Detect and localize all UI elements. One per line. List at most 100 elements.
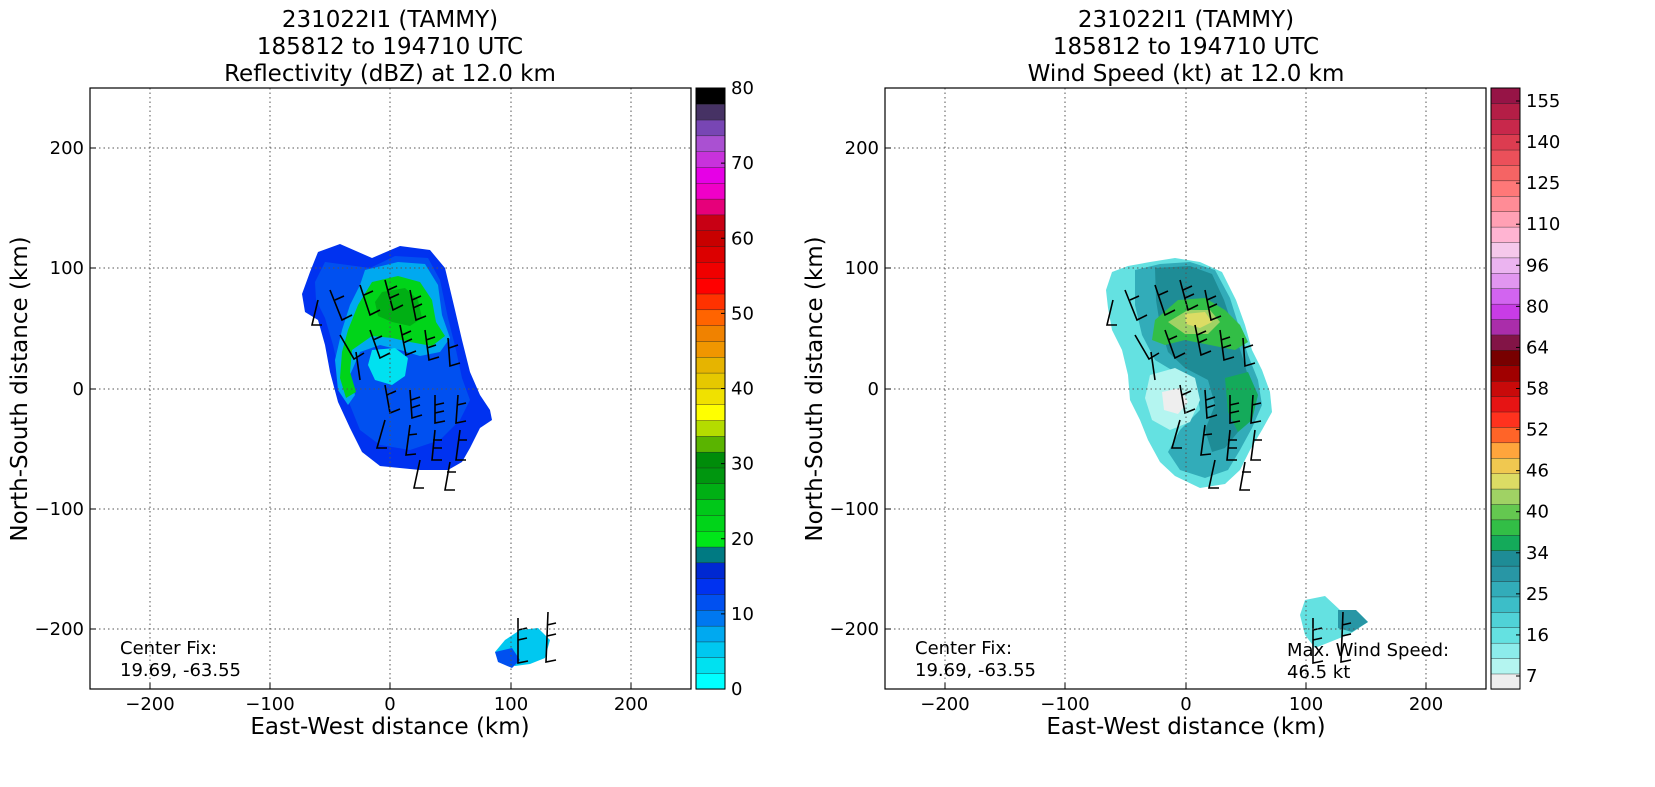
x-tick-label: 100 — [494, 694, 528, 715]
y-tick-label: −200 — [35, 619, 84, 640]
colorbar-swatch — [695, 119, 726, 137]
y-tick-label: 100 — [50, 258, 84, 279]
colorbar-swatch — [695, 388, 726, 405]
colorbar-tick-label: 70 — [731, 153, 754, 174]
x-tick-label: 200 — [1409, 694, 1443, 715]
y-tick-label: 200 — [50, 138, 84, 159]
colorbar-swatch — [695, 325, 726, 342]
colorbar-swatch — [1490, 272, 1521, 289]
colorbar-swatch — [1490, 349, 1521, 366]
colorbar-swatch — [695, 293, 726, 311]
colorbar-tick-label: 0 — [731, 679, 742, 700]
colorbar-swatch — [1490, 87, 1521, 105]
colorbar-swatch — [1490, 550, 1521, 567]
colorbar-swatch — [695, 182, 726, 200]
x-tick-labels-right: −200 −100 0 100 200 — [920, 694, 1443, 715]
colorbar-swatch — [695, 451, 726, 469]
colorbar-swatch — [1490, 226, 1521, 243]
ticks-right — [885, 147, 1427, 689]
colorbar-tick-label: 7 — [1526, 666, 1537, 687]
colorbar-swatch — [1490, 473, 1521, 490]
max-wind-value: 46.5 kt — [1287, 662, 1350, 683]
panel-reflectivity: 231022I1 (TAMMY) 185812 to 194710 UTC Re… — [7, 7, 754, 740]
wind-east-band — [1225, 372, 1258, 432]
colorbar-swatch — [695, 309, 726, 326]
center-fix-value-right: 19.69, -63.55 — [915, 660, 1036, 681]
wind-barbs-left — [310, 279, 557, 664]
colorbar-swatch — [695, 277, 726, 295]
title-line-2: 185812 to 194710 UTC — [257, 34, 523, 60]
grid-right — [885, 88, 1486, 689]
colorbar-swatch — [1490, 611, 1521, 628]
colorbar-swatch — [695, 657, 726, 674]
x-axis-label-left: East-West distance (km) — [250, 714, 529, 740]
colorbar-swatch — [695, 546, 726, 564]
wind-speed-field — [1105, 258, 1368, 664]
colorbar-tick-label: 52 — [1526, 420, 1549, 441]
colorbar-swatch — [1490, 334, 1521, 351]
colorbar-swatch — [1490, 596, 1521, 613]
colorbar-swatch — [695, 261, 726, 279]
colorbar-tick-label: 80 — [1526, 296, 1549, 317]
colorbar-swatch — [695, 514, 726, 532]
colorbar-swatch — [695, 103, 726, 121]
colorbar-swatch — [695, 214, 726, 231]
colorbar-swatch — [695, 641, 726, 658]
colorbar-swatch — [1490, 380, 1521, 397]
title-line-3: Reflectivity (dBZ) at 12.0 km — [224, 61, 556, 87]
colorbar-reflectivity: 0 10 20 30 40 50 60 70 80 — [695, 78, 754, 700]
panel-wind-speed: 231022I1 (TAMMY) 185812 to 194710 UTC Wi… — [802, 7, 1560, 740]
colorbar-tick-label: 64 — [1526, 337, 1549, 358]
colorbar-swatch — [695, 530, 726, 548]
x-tick-labels-left: −200 −100 0 100 200 — [125, 694, 648, 715]
colorbar-swatch — [1490, 488, 1521, 505]
title-line-1: 231022I1 (TAMMY) — [1078, 7, 1294, 33]
x-axis-label-right: East-West distance (km) — [1046, 714, 1325, 740]
colorbar-tick-label: 20 — [731, 529, 754, 550]
colorbar-swatch — [695, 245, 726, 263]
colorbar-tick-label: 40 — [731, 379, 754, 400]
colorbar-swatch — [1490, 365, 1521, 382]
colorbar-swatch — [695, 435, 726, 453]
ticks-left — [90, 147, 632, 689]
colorbar-swatch — [1490, 180, 1521, 197]
grid-left — [90, 88, 691, 689]
colorbar-swatch — [1490, 396, 1521, 413]
colorbar-tick-label: 96 — [1526, 255, 1549, 276]
title-line-1: 231022I1 (TAMMY) — [282, 7, 498, 33]
y-tick-label: 0 — [868, 379, 879, 400]
x-tick-label: 0 — [1180, 694, 1191, 715]
colorbar-tick-label: 34 — [1526, 543, 1549, 564]
y-tick-label: 200 — [845, 138, 879, 159]
colorbar-swatch — [1490, 211, 1521, 228]
echo-eye-cyan — [368, 348, 408, 385]
title-line-3: Wind Speed (kt) at 12.0 km — [1028, 61, 1345, 87]
colorbar-swatch — [1490, 118, 1521, 135]
colorbar-swatch — [1490, 134, 1521, 151]
colorbar-swatch — [695, 372, 726, 390]
max-wind-label: Max. Wind Speed: — [1287, 640, 1449, 661]
colorbar-swatch — [695, 467, 726, 484]
colorbar-swatch — [1490, 519, 1521, 536]
colorbar-swatch — [695, 672, 726, 690]
colorbar-swatch — [1490, 580, 1521, 598]
colorbar-swatch — [1490, 534, 1521, 551]
colorbar-swatch — [1490, 426, 1521, 444]
colorbar-tick-label: 58 — [1526, 379, 1549, 400]
center-fix-value-left: 19.69, -63.55 — [120, 660, 241, 681]
colorbar-swatch — [695, 166, 726, 184]
colorbar-swatch — [695, 340, 726, 358]
wind-south-core — [1338, 610, 1368, 632]
colorbar-swatch — [695, 499, 726, 516]
center-fix-label-left: Center Fix: — [120, 638, 217, 659]
colorbar-swatch — [695, 483, 726, 500]
colorbar-swatch — [1490, 627, 1521, 644]
colorbar-tick-label: 46 — [1526, 461, 1549, 482]
colorbar-tick-label: 50 — [731, 303, 754, 324]
colorbar-swatch — [695, 198, 726, 216]
y-tick-label: −200 — [830, 619, 879, 640]
colorbar-wind-speed: 7 16 25 34 40 46 52 58 64 80 96 110 125 140 155 — [1490, 87, 1560, 690]
colorbar-swatch — [1490, 164, 1521, 182]
center-fix-label-right: Center Fix: — [915, 638, 1012, 659]
